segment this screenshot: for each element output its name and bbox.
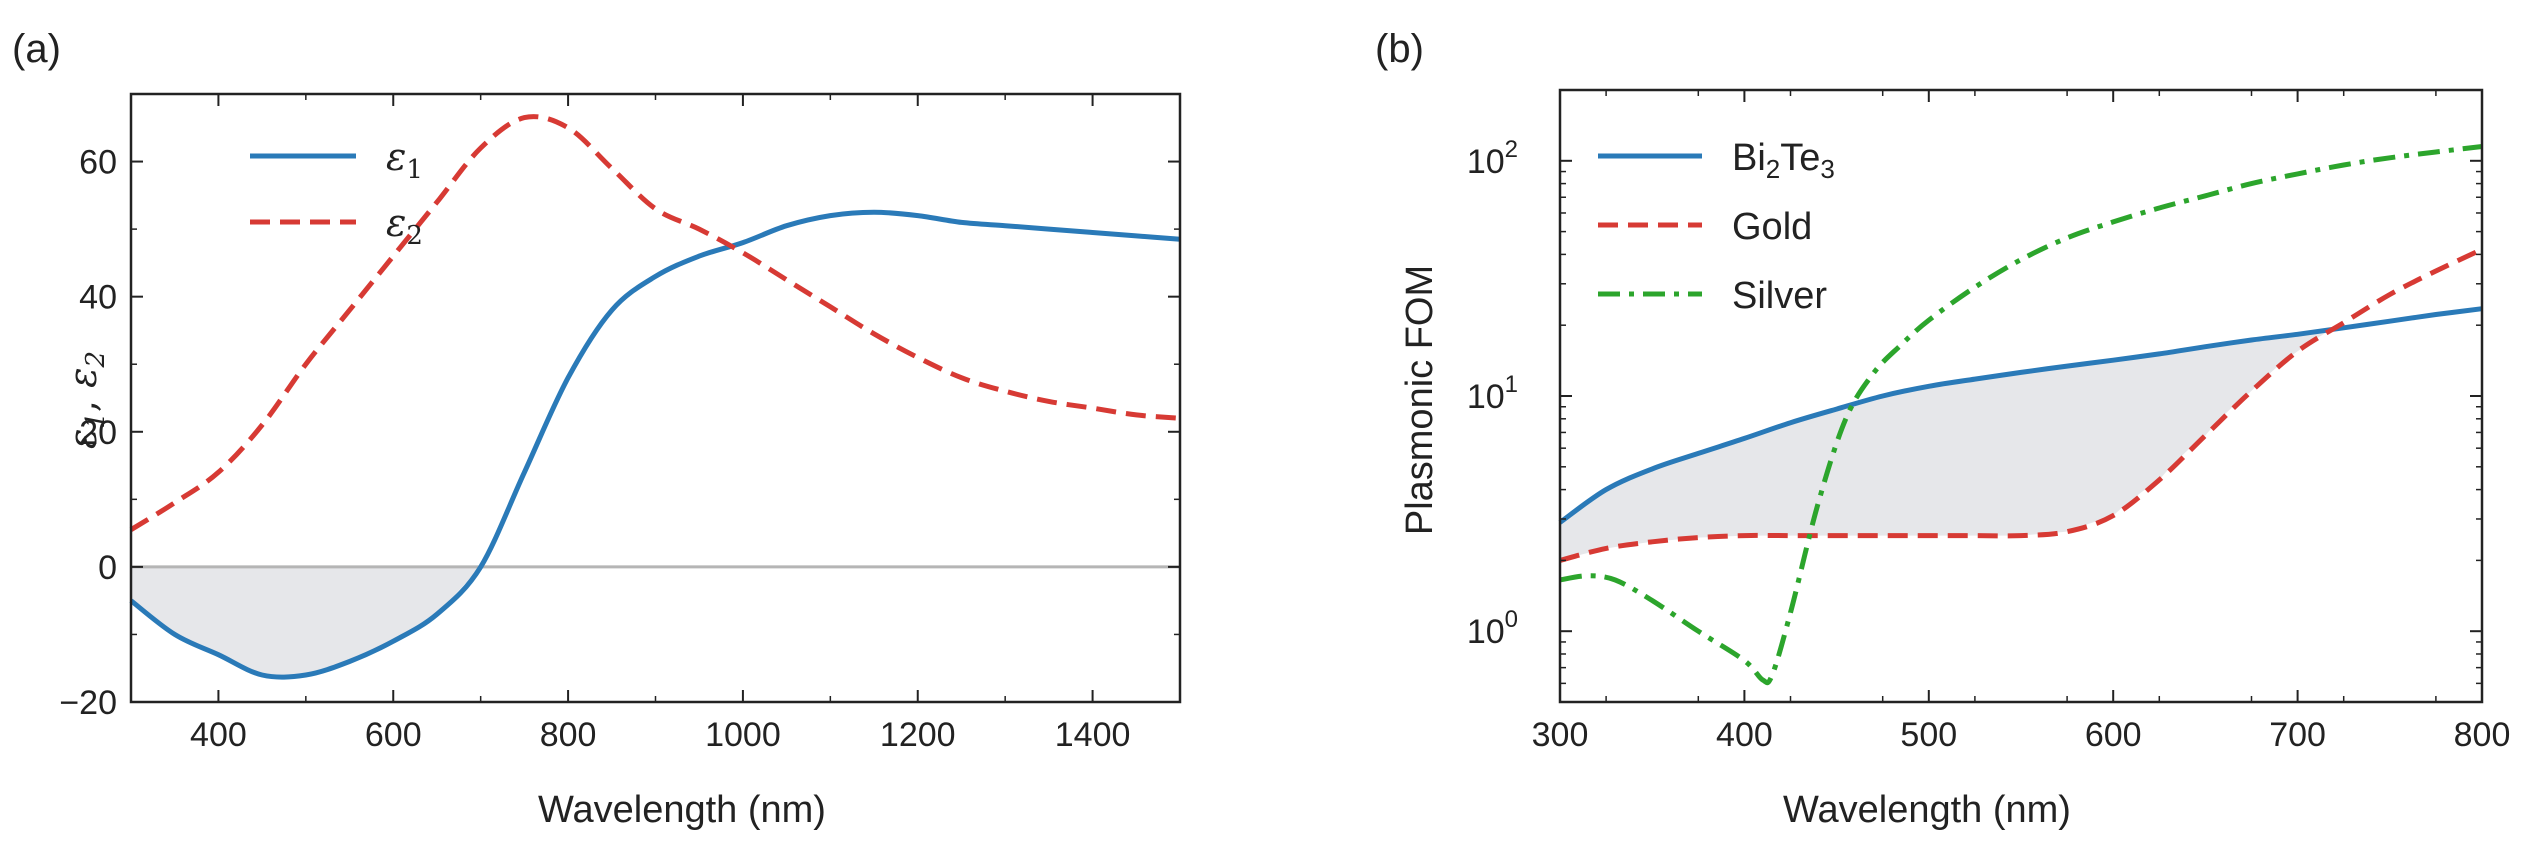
panel-b-shaded-region [1560, 329, 2331, 561]
panel-a-series-2-line [129, 114, 1181, 532]
panel-b-xlabel: Wavelength (nm) [1783, 789, 2071, 831]
legend-eps1-symbol: ε [386, 135, 406, 179]
legend-te-sub: 3 [1820, 154, 1834, 184]
legend-label-eps1: ε1 [386, 135, 423, 185]
panel-a-shaded-region [131, 566, 477, 675]
panel-a-ylabel-sym1: ε [61, 429, 105, 449]
panel-a-ylabel: ε1, ε2 [61, 351, 111, 449]
panel-a-ytick-label: 60 [79, 144, 117, 182]
legend-label-eps2: ε2 [386, 201, 423, 251]
panel-a-ytick-label: 0 [98, 549, 117, 587]
panel-b-series [1558, 144, 2484, 686]
panel-a-xtick-label: 400 [190, 716, 247, 754]
legend-label-silver: Silver [1732, 275, 1827, 317]
panel-a-series-1-line [129, 209, 1181, 680]
panel-b-label: (b) [1375, 27, 1424, 71]
panel-a-ylabel-sub2: 2 [81, 351, 111, 369]
legend-label-bi2te3: Bi2Te3 [1732, 137, 1835, 184]
panel-b-ytick-exponent: 0 [1505, 606, 1518, 633]
panel-b-ytick-label: 102 [1467, 136, 1518, 181]
legend-te: Te [1780, 137, 1820, 179]
panel-b-series-2-line [1559, 247, 2484, 563]
panel-b-xtick-label: 300 [1532, 716, 1589, 754]
legend-label-gold: Gold [1732, 206, 1812, 248]
panel-a-ylabel-sep: , [61, 388, 105, 412]
panel-b-xtick-label: 600 [2085, 716, 2142, 754]
panel-a-legend: ε1 ε2 [250, 135, 423, 251]
panel-b-series-3-line [1559, 144, 2483, 686]
panel-b-xtick-label: 400 [1716, 716, 1773, 754]
panel-a-label: (a) [12, 27, 61, 71]
panel-a: (a) 400 600 800 1000 1200 1400 −20 0 20 40 60 Wave… [12, 27, 1182, 831]
panel-a-xlabel: Wavelength (nm) [538, 789, 826, 831]
panel-a-series [129, 114, 1181, 680]
panel-a-xtick-label: 800 [540, 716, 597, 754]
panel-b-ytick-label: 100 [1467, 606, 1518, 651]
panel-a-ytick-label: −20 [59, 684, 117, 722]
panel-b-shade-area [1560, 329, 2331, 561]
panel-b-ylabel: Plasmonic FOM [1399, 265, 1441, 535]
panel-a-xtick-label: 600 [365, 716, 422, 754]
panel-a-xtick-label: 1200 [880, 716, 956, 754]
panel-a-shade-area [131, 566, 477, 675]
panel-a-xtick-label: 1000 [705, 716, 781, 754]
panel-b-xtick-label: 500 [1900, 716, 1957, 754]
legend-bi: Bi [1732, 137, 1766, 179]
panel-b-legend: Bi2Te3 Gold Silver [1598, 137, 1835, 317]
legend-eps2-sub: 2 [406, 221, 423, 251]
legend-eps2-symbol: ε [386, 201, 406, 245]
panel-a-ylabel-sub1: 1 [81, 412, 111, 429]
panel-a-ylabel-sym2: ε [61, 368, 105, 388]
panel-b-xtick-label: 700 [2269, 716, 2326, 754]
legend-eps1-sub: 1 [406, 155, 423, 185]
legend-bi-sub: 2 [1766, 154, 1780, 184]
panel-b-ytick-exponent: 1 [1505, 371, 1518, 398]
panel-b-ytick-label: 101 [1467, 371, 1518, 416]
panel-b-ytick-exponent: 2 [1505, 136, 1518, 163]
panel-b-xtick-label: 800 [2454, 716, 2511, 754]
panel-a-ytick-label: 20 [79, 414, 117, 452]
panel-a-xtick-label: 1400 [1055, 716, 1131, 754]
panel-a-ticks: 400 600 800 1000 1200 1400 −20 0 20 40 60 [59, 93, 1181, 754]
panel-a-ytick-label: 40 [79, 279, 117, 317]
